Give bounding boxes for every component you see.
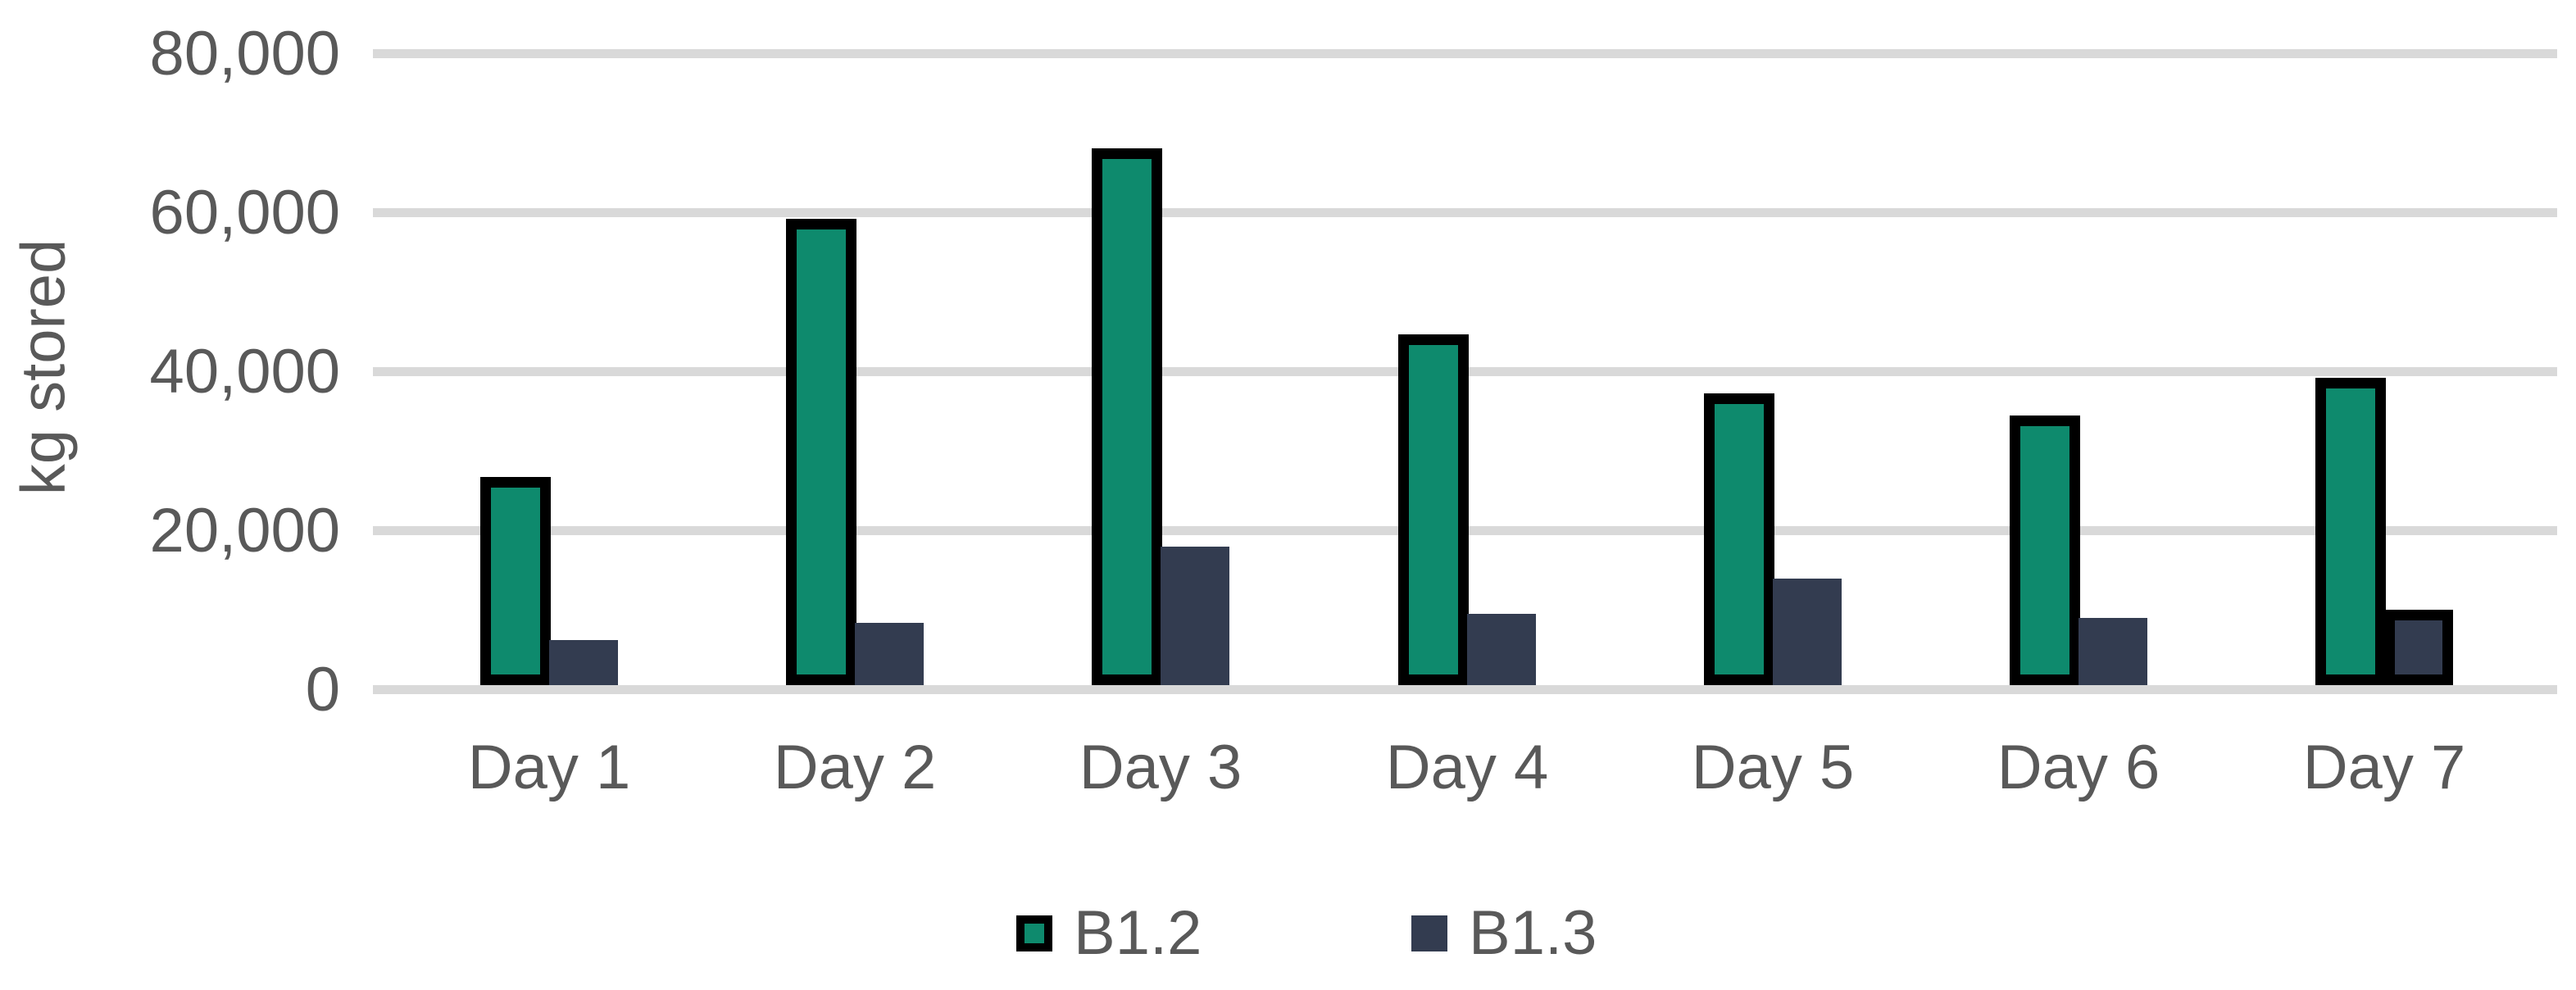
legend-item: B1.2 <box>1016 898 1202 968</box>
legend-label: B1.3 <box>1469 898 1597 968</box>
bar-b13-day-3 <box>1161 547 1229 685</box>
gridline <box>373 49 2557 58</box>
bar-b13-day-2 <box>855 623 924 685</box>
x-category-label: Day 4 <box>1385 733 1549 802</box>
x-category-label: Day 1 <box>467 733 631 802</box>
legend: B1.2 B1.3 <box>0 898 2576 968</box>
bar-b12-day-2 <box>786 218 856 685</box>
y-axis-title: kg stored <box>8 238 79 496</box>
x-category-label: Day 2 <box>773 733 937 802</box>
x-axis-line <box>373 685 2557 694</box>
bar-b12-day-1 <box>480 476 551 685</box>
bar-b12-day-3 <box>1092 148 1162 685</box>
bar-b13-day-4 <box>1467 613 1536 685</box>
bar-b13-day-7 <box>2384 609 2453 685</box>
y-tick-label: 20,000 <box>149 496 340 565</box>
bar-b13-day-6 <box>2079 617 2147 685</box>
legend-label: B1.2 <box>1074 898 1202 968</box>
bar-b12-day-5 <box>1704 393 1774 685</box>
bar-b13-day-1 <box>549 639 618 685</box>
y-tick-label: 40,000 <box>149 337 340 406</box>
bar-b12-day-7 <box>2315 377 2386 685</box>
legend-swatch-b1-2 <box>1016 915 1052 951</box>
legend-item: B1.3 <box>1411 898 1597 968</box>
x-category-label: Day 3 <box>1079 733 1243 802</box>
x-category-label: Day 6 <box>1997 733 2160 802</box>
bar-b12-day-6 <box>2010 416 2080 685</box>
x-category-label: Day 7 <box>2302 733 2466 802</box>
bar-b12-day-4 <box>1398 334 1469 685</box>
x-category-label: Day 5 <box>1691 733 1855 802</box>
gridline <box>373 208 2557 217</box>
y-tick-label: 0 <box>305 655 340 724</box>
y-tick-label: 60,000 <box>149 178 340 248</box>
legend-swatch-b1-3 <box>1411 915 1447 951</box>
y-tick-label: 80,000 <box>149 19 340 89</box>
bar-b13-day-5 <box>1773 579 1842 685</box>
